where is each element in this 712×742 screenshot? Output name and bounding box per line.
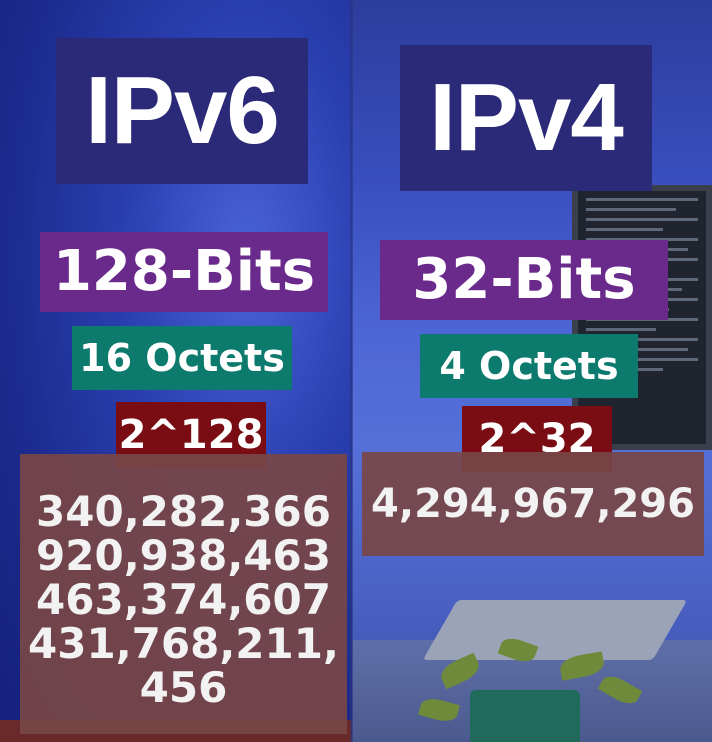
ipv4-address-count: 4,294,967,296 [362,452,704,556]
ipv6-address-count: 340,282,366 920,938,463 463,374,607 431,… [20,454,347,734]
ipv6-count-line-2: 920,938,463 [36,531,331,580]
ipv6-count-line-1: 340,282,366 [36,487,331,536]
ipv6-octets-label: 16 Octets [72,326,292,390]
ipv6-count-line-3: 463,374,607 [36,575,331,624]
ipv4-title: IPv4 [400,45,652,191]
ipv4-bits-label: 32-Bits [380,240,668,320]
ipv4-octets-label: 4 Octets [420,334,638,398]
panel-divider [350,0,353,742]
ipv6-count-line-5: 456 [139,663,228,712]
laptop-image [422,600,688,660]
ipv6-title: IPv6 [56,38,308,184]
ipv6-bits-label: 128-Bits [40,232,328,312]
ipv6-count-line-4: 431,768,211, [28,619,339,668]
plant-pot-image [470,690,580,742]
